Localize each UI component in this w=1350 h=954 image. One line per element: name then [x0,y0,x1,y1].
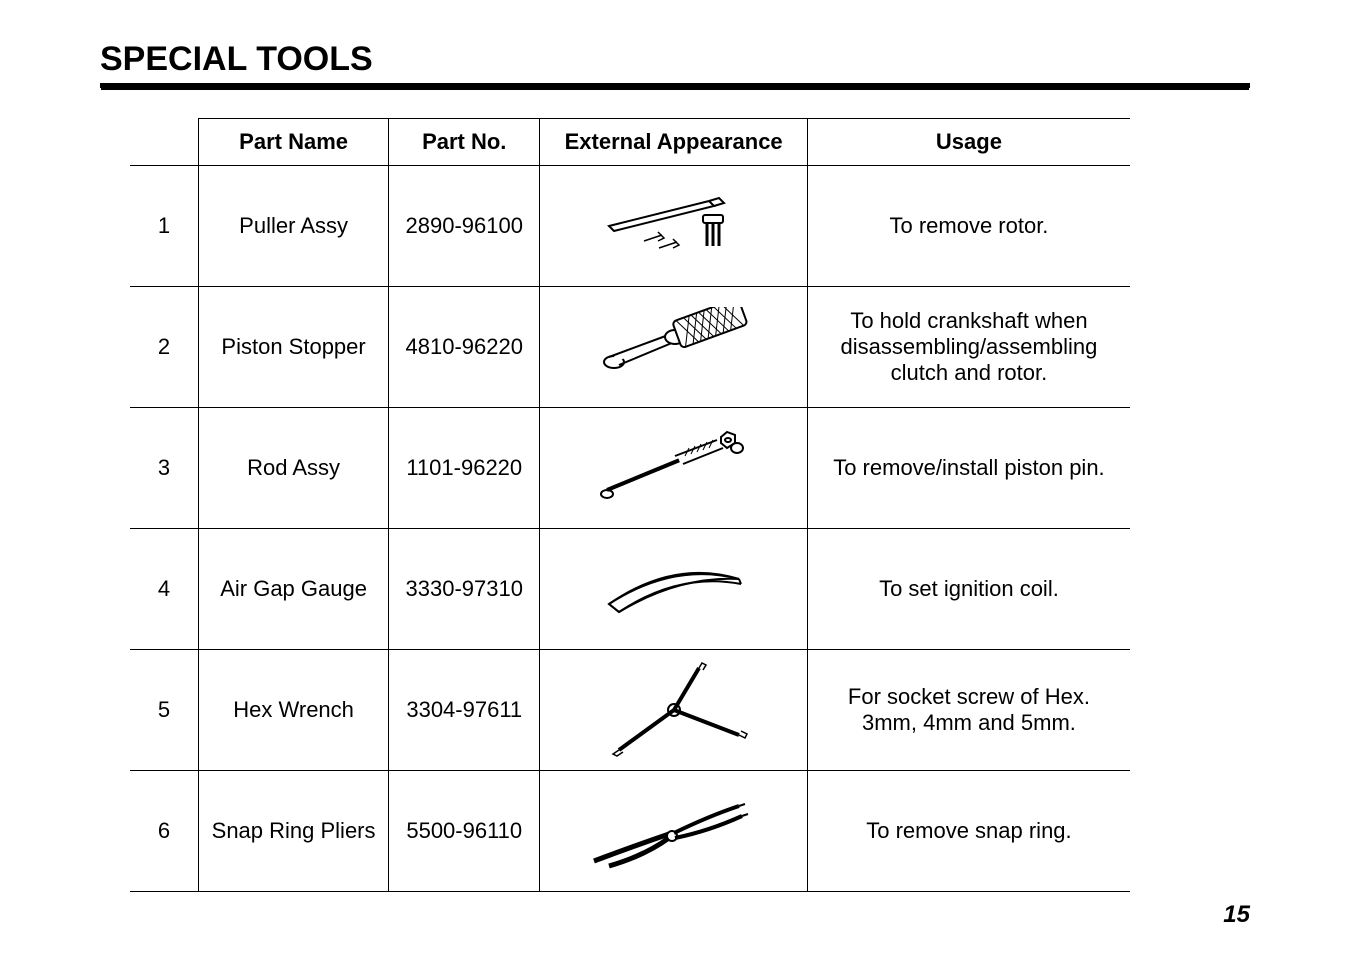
header-usage: Usage [807,119,1130,166]
row-usage: For socket screw of Hex. 3mm, 4mm and 5m… [807,650,1130,771]
row-appearance [540,287,808,408]
row-usage: To remove rotor. [807,166,1130,287]
row-no: 5500-96110 [389,771,540,892]
row-usage: To hold crankshaft when disassembling/as… [807,287,1130,408]
row-num: 1 [130,166,199,287]
row-appearance [540,408,808,529]
row-no: 3330-97310 [389,529,540,650]
row-num: 6 [130,771,199,892]
row-usage: To remove/install piston pin. [807,408,1130,529]
row-name: Rod Assy [199,408,389,529]
row-name: Snap Ring Pliers [199,771,389,892]
table-row: 1 Puller Assy 2890-96100 [130,166,1130,287]
puller-assy-icon [589,186,759,266]
rod-assy-icon [579,426,769,511]
row-name: Puller Assy [199,166,389,287]
row-name: Hex Wrench [199,650,389,771]
row-appearance [540,166,808,287]
header-blank [130,119,199,166]
table-row: 4 Air Gap Gauge 3330-97310 To set igniti… [130,529,1130,650]
snap-ring-pliers-icon [574,786,774,876]
header-part-name: Part Name [199,119,389,166]
table-header-row: Part Name Part No. External Appearance U… [130,119,1130,166]
row-name: Air Gap Gauge [199,529,389,650]
row-appearance [540,771,808,892]
row-appearance [540,650,808,771]
row-num: 2 [130,287,199,408]
row-num: 3 [130,408,199,529]
row-usage: To set ignition coil. [807,529,1130,650]
row-no: 2890-96100 [389,166,540,287]
header-part-no: Part No. [389,119,540,166]
table-row: 5 Hex Wrench 3304-97611 [130,650,1130,771]
page-title: SPECIAL TOOLS [100,40,1250,88]
air-gap-gauge-icon [579,554,769,624]
table-row: 3 Rod Assy 1101-96220 [130,408,1130,529]
page: SPECIAL TOOLS Part Name Part No. Externa… [0,0,1350,954]
row-usage: To remove snap ring. [807,771,1130,892]
piston-stopper-icon [579,307,769,387]
tools-table: Part Name Part No. External Appearance U… [130,118,1130,892]
table-row: 6 Snap Ring Pliers 5500-96110 [130,771,1130,892]
row-num: 5 [130,650,199,771]
row-num: 4 [130,529,199,650]
row-no: 4810-96220 [389,287,540,408]
hex-wrench-icon [579,660,769,760]
page-number: 15 [1223,901,1250,929]
header-appearance: External Appearance [540,119,808,166]
table-row: 2 Piston Stopper 4810-96220 [130,287,1130,408]
row-no: 3304-97611 [389,650,540,771]
row-no: 1101-96220 [389,408,540,529]
row-name: Piston Stopper [199,287,389,408]
row-appearance [540,529,808,650]
